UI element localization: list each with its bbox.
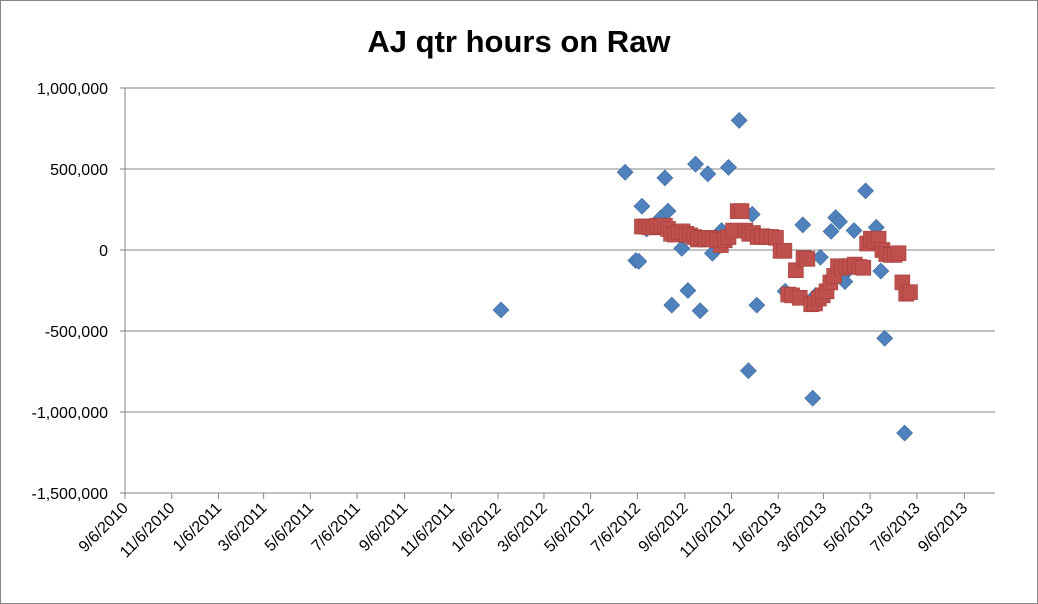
y-tick-label: 500,000 [50,162,108,179]
x-tick-label: 3/6/2013 [774,500,830,556]
data-point-diamond [845,222,863,239]
data-point-diamond [673,239,691,257]
y-axis-tick-labels: 1,000,000 500,000 0 -500,000 -1,000,000 -1,50… [31,81,108,503]
data-point-diamond [663,296,681,314]
data-point-square [890,245,907,262]
x-tick-label: 5/6/2012 [541,500,597,556]
y-tick-label: 1,000,000 [37,81,108,98]
data-point-square [902,284,918,300]
data-point-diamond [630,252,648,270]
data-point-diamond [492,301,510,319]
data-point-square [776,243,793,259]
series-diamond-points [492,111,914,442]
x-tick-label: 1/6/2012 [449,500,505,556]
x-axis-tick-labels: 9/6/201011/6/20101/6/20113/6/20115/6/201… [76,500,971,562]
y-tick-label: -1,000,000 [31,405,108,422]
data-point-diamond [616,163,634,181]
data-point-diamond [691,302,709,320]
x-tick-label: 3/6/2012 [495,500,551,556]
data-point-square [855,260,872,276]
data-point-diamond [730,111,748,129]
data-point-diamond [794,216,812,234]
data-point-diamond [872,262,890,280]
data-point-diamond [739,362,757,380]
data-point-diamond [687,155,704,173]
data-point-diamond [896,424,914,442]
y-tick-label: -500,000 [45,324,108,341]
x-tick-label: 3/6/2011 [215,500,270,555]
data-point-diamond [720,158,737,176]
data-point-diamond [679,282,697,299]
x-tick-label: 7/6/2012 [588,500,644,556]
data-point-diamond [822,222,840,240]
y-tick-label: -1,500,000 [31,486,108,503]
x-tick-label: 5/6/2013 [821,500,877,556]
data-point-diamond [804,389,822,407]
axes [120,87,995,499]
series-square-points [634,203,918,313]
data-point-diamond [831,213,848,231]
data-point-diamond [857,182,874,200]
data-point-diamond [656,169,674,187]
y-tick-label: 0 [99,243,108,260]
x-tick-label: 5/6/2011 [262,500,317,555]
data-point-diamond [876,329,894,347]
data-point-diamond [748,296,766,314]
data-point-diamond [699,165,717,183]
data-point-square [733,203,750,219]
data-point-diamond [633,197,651,215]
x-tick-label: 9/6/2013 [915,500,971,556]
x-tick-label: 7/6/2013 [868,500,924,556]
gridlines [125,87,995,413]
data-point-square [799,251,816,267]
x-tick-label: 1/6/2011 [170,500,225,555]
chart-title: AJ qtr hours on Raw [367,24,671,59]
x-tick-label: 7/6/2011 [309,500,364,555]
